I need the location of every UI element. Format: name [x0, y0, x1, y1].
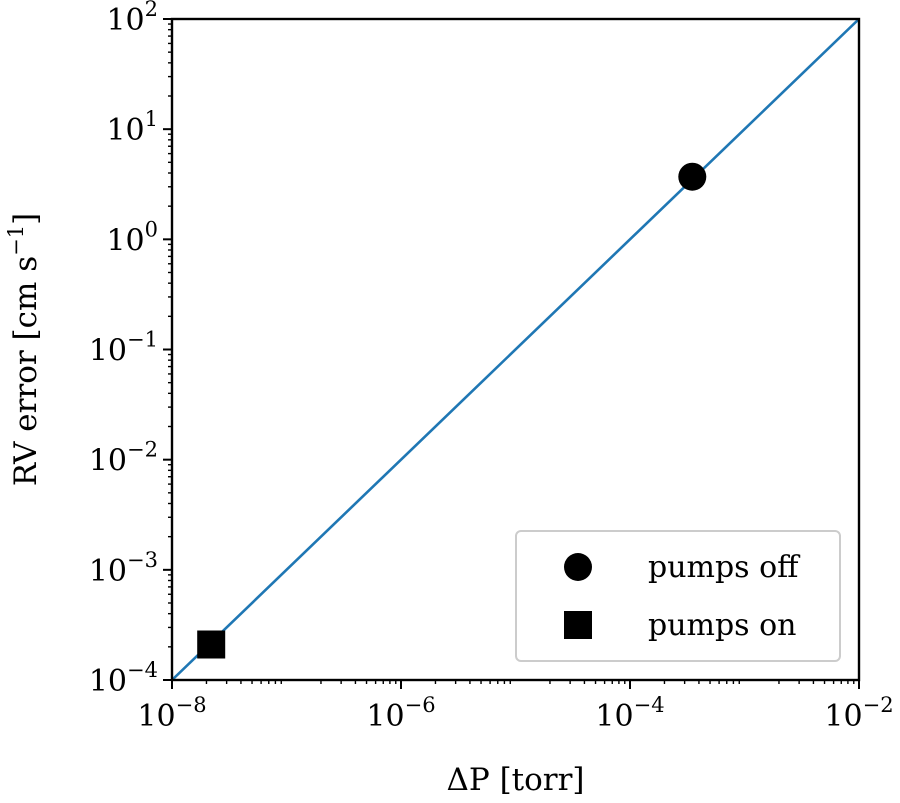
- y-tick-exponent: −1: [127, 328, 158, 352]
- x-tick-label: 10−8: [137, 693, 206, 734]
- y-tick-label: 10−4: [89, 658, 158, 699]
- y-tick-base: 10: [106, 3, 144, 38]
- y-tick-label: 10−2: [89, 438, 158, 479]
- x-tick-base: 10: [137, 699, 175, 734]
- y-tick-label: 10−3: [89, 548, 158, 589]
- plot-layer: [172, 19, 859, 680]
- y-tick-label: 101: [106, 107, 158, 148]
- x-tick-label: 10−2: [824, 693, 893, 734]
- y-axis-label-exponent: −1: [4, 225, 28, 256]
- data-point-circle: [678, 162, 707, 191]
- y-tick-base: 10: [89, 444, 127, 479]
- y-tick-base: 10: [89, 554, 127, 589]
- y-tick-label: 10−1: [89, 328, 158, 369]
- y-axis-label-close: ]: [8, 213, 44, 225]
- x-tick-base: 10: [824, 699, 862, 734]
- y-tick-label: 100: [106, 217, 158, 258]
- x-tick-base: 10: [366, 699, 404, 734]
- x-tick-exponent: −6: [405, 693, 436, 717]
- x-tick-label: 10−4: [595, 693, 664, 734]
- data-point-square: [197, 630, 226, 659]
- x-tick-label: 10−6: [366, 693, 435, 734]
- x-tick-exponent: −8: [176, 693, 207, 717]
- y-tick-exponent: −3: [127, 548, 158, 572]
- y-tick-base: 10: [106, 113, 144, 148]
- x-tick-base: 10: [595, 699, 633, 734]
- y-tick-exponent: −4: [127, 658, 158, 682]
- y-tick-exponent: 2: [145, 0, 158, 21]
- y-axis-label-main: RV error [cm s: [8, 256, 44, 486]
- legend: pumps off pumps on: [515, 530, 841, 662]
- x-axis-label: ΔP [torr]: [446, 762, 584, 798]
- axes-layer: 10−8 10−6 10−4 10−210−410−310−210−110010110…: [4, 0, 894, 798]
- y-axis-label: RV error [cm s−1]: [4, 213, 44, 487]
- legend-marker-square: [564, 611, 592, 639]
- legend-label: pumps on: [648, 608, 797, 643]
- y-tick-exponent: 1: [145, 107, 158, 131]
- y-tick-base: 10: [106, 223, 144, 258]
- y-tick-label: 102: [106, 0, 158, 38]
- y-tick-base: 10: [89, 664, 127, 699]
- y-tick-exponent: 0: [145, 217, 158, 241]
- x-tick-exponent: −2: [863, 693, 894, 717]
- legend-box: [515, 530, 841, 662]
- fit-line: [172, 19, 859, 680]
- y-tick-base: 10: [89, 334, 127, 369]
- legend-label: pumps off: [648, 550, 801, 585]
- x-tick-exponent: −4: [634, 693, 665, 717]
- legend-marker-circle: [564, 553, 592, 581]
- y-tick-exponent: −2: [127, 438, 158, 462]
